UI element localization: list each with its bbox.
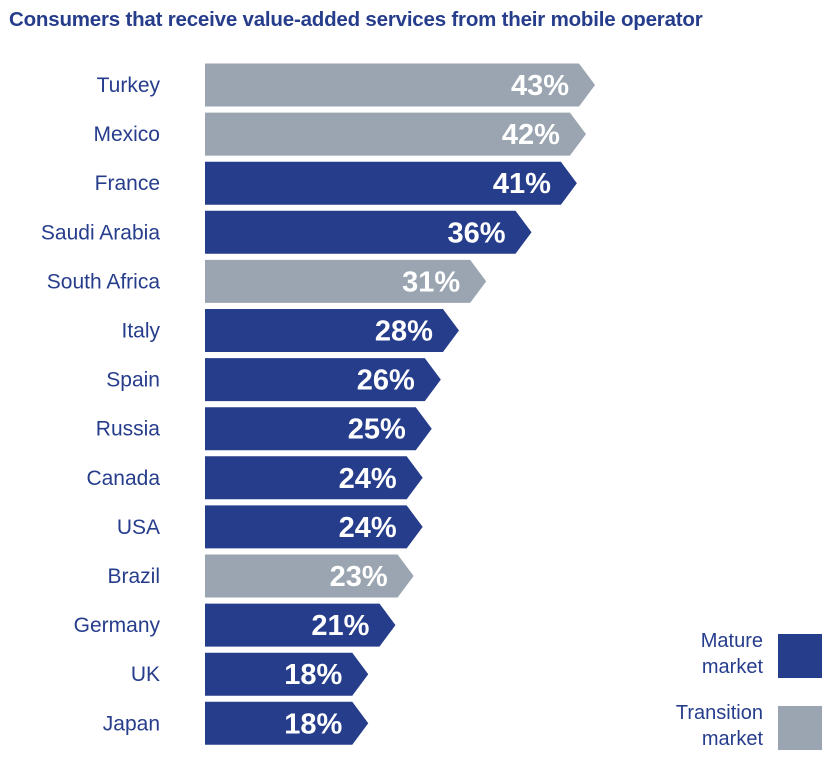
value-label: 23%: [330, 561, 388, 593]
value-label: 41%: [493, 168, 551, 200]
legend-swatch-transition: [778, 706, 822, 750]
category-label: Turkey: [97, 74, 161, 97]
value-label: 28%: [375, 316, 433, 348]
value-label: 31%: [402, 266, 460, 298]
bar-saudi-arabia: [205, 210, 532, 254]
category-label: USA: [117, 516, 160, 539]
chart-title: Consumers that receive value-added servi…: [9, 8, 703, 31]
legend-mature-line2: market: [701, 656, 763, 678]
bar-brazil: [205, 554, 414, 598]
bar-germany: [205, 603, 396, 647]
category-label: France: [95, 172, 160, 195]
value-label: 18%: [284, 659, 342, 691]
category-label: Italy: [121, 320, 160, 343]
category-label: Germany: [74, 614, 161, 637]
legend-transition-line1: Transition: [675, 702, 763, 724]
bar-france: [205, 161, 577, 205]
category-label: Russia: [96, 418, 161, 441]
bar-spain: [205, 358, 441, 402]
bar-canada: [205, 456, 423, 500]
legend-label-mature: Mature market: [603, 628, 763, 680]
value-label: 21%: [311, 610, 369, 642]
value-label: 24%: [339, 512, 397, 544]
value-label: 26%: [357, 365, 415, 397]
legend-swatch-mature: [778, 634, 822, 678]
bar-italy: [205, 309, 459, 352]
value-label: 18%: [284, 708, 342, 740]
bar-mexico: [205, 112, 586, 156]
legend-mature-line1: Mature: [700, 630, 763, 652]
category-label: Canada: [86, 467, 160, 490]
value-label: 25%: [348, 414, 406, 446]
value-label: 42%: [502, 119, 560, 151]
category-label: Saudi Arabia: [41, 221, 160, 244]
bar-uk: [205, 652, 369, 696]
category-label: Brazil: [107, 565, 160, 588]
bar-usa: [205, 505, 423, 549]
category-label: Mexico: [93, 123, 160, 146]
value-label: 36%: [447, 217, 505, 249]
category-label: Spain: [106, 369, 160, 392]
bar-turkey: [205, 63, 596, 107]
bar-russia: [205, 407, 432, 451]
value-label: 24%: [339, 463, 397, 495]
category-label: South Africa: [47, 270, 161, 293]
legend-transition-line2: market: [701, 728, 763, 750]
bar-south-africa: [205, 259, 487, 303]
legend-label-transition: Transition market: [603, 700, 763, 752]
category-label: Japan: [103, 712, 160, 735]
bar-japan: [205, 701, 369, 745]
value-label: 43%: [511, 70, 569, 102]
category-label: UK: [131, 663, 160, 686]
